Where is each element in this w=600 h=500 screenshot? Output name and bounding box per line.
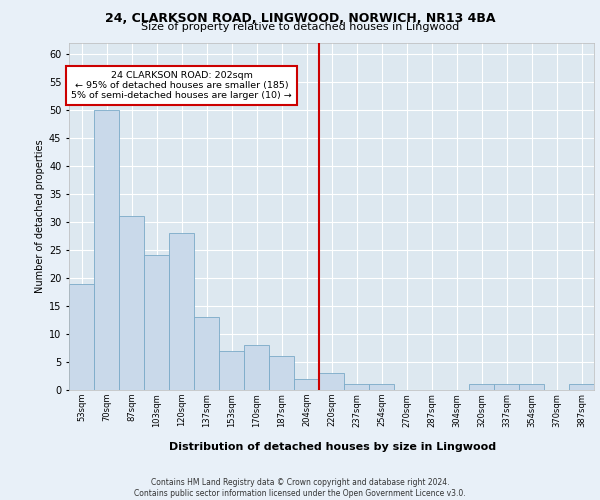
- Text: Distribution of detached houses by size in Lingwood: Distribution of detached houses by size …: [169, 442, 497, 452]
- Bar: [294, 379, 319, 390]
- Bar: [344, 384, 369, 390]
- Bar: [169, 233, 194, 390]
- Text: Contains HM Land Registry data © Crown copyright and database right 2024.
Contai: Contains HM Land Registry data © Crown c…: [134, 478, 466, 498]
- Bar: [319, 373, 344, 390]
- Text: 24 CLARKSON ROAD: 202sqm
← 95% of detached houses are smaller (185)
5% of semi-d: 24 CLARKSON ROAD: 202sqm ← 95% of detach…: [71, 70, 292, 101]
- Bar: [119, 216, 144, 390]
- Bar: [269, 356, 294, 390]
- Bar: [194, 317, 219, 390]
- Text: Size of property relative to detached houses in Lingwood: Size of property relative to detached ho…: [141, 22, 459, 32]
- Bar: [569, 384, 594, 390]
- Bar: [69, 284, 94, 390]
- Bar: [219, 351, 244, 390]
- Bar: [244, 345, 269, 390]
- Text: 24, CLARKSON ROAD, LINGWOOD, NORWICH, NR13 4BA: 24, CLARKSON ROAD, LINGWOOD, NORWICH, NR…: [105, 12, 495, 26]
- Y-axis label: Number of detached properties: Number of detached properties: [35, 140, 44, 293]
- Bar: [94, 110, 119, 390]
- Bar: [469, 384, 494, 390]
- Bar: [144, 256, 169, 390]
- Bar: [519, 384, 544, 390]
- Bar: [369, 384, 394, 390]
- Bar: [494, 384, 519, 390]
